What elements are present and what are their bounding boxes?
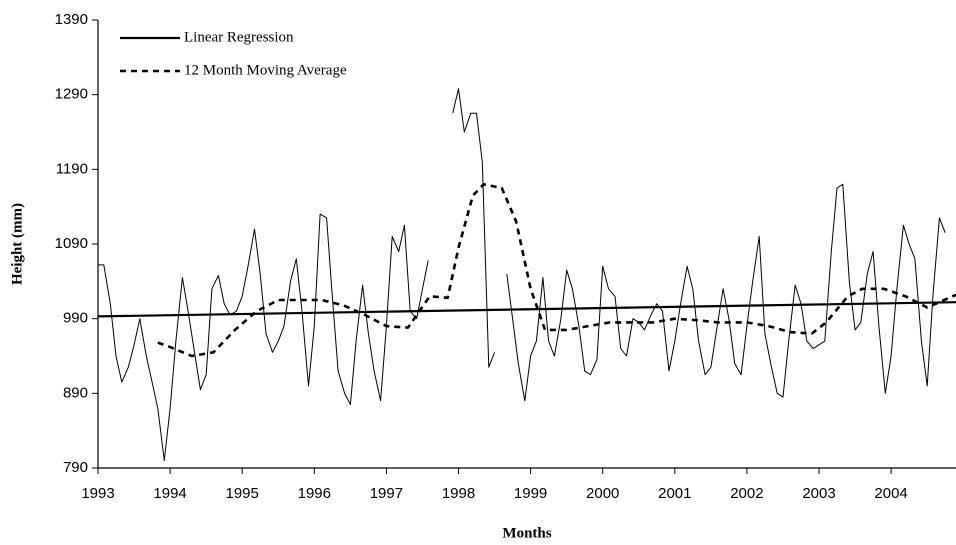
x-tick-label: 1999 (514, 485, 547, 502)
x-tick-label: 1997 (370, 485, 403, 502)
x-tick-label: 2000 (586, 485, 619, 502)
y-tick-label: 1190 (56, 160, 88, 177)
y-tick-label: 990 (63, 310, 88, 327)
y-tick-label: 790 (63, 459, 88, 476)
x-axis-title: Months (502, 525, 551, 541)
y-tick-label: 1390 (55, 11, 88, 28)
legend-label: Linear Regression (184, 29, 294, 45)
x-tick-label: 1996 (298, 485, 331, 502)
series-line (97, 301, 956, 318)
x-tick-label: 1998 (442, 485, 475, 502)
legend-label: 12 Month Moving Average (184, 62, 347, 78)
x-tick-label: 2003 (802, 485, 835, 502)
y-tick-label: 1090 (55, 235, 88, 252)
series-line (98, 88, 946, 461)
y-tick-label: 1290 (55, 86, 88, 103)
x-tick-label: 1994 (153, 485, 186, 502)
x-tick-label: 2004 (874, 485, 907, 502)
y-axis-title: Height (mm) (9, 203, 25, 285)
x-tick-label: 2002 (730, 485, 763, 502)
x-tick-label: 2001 (658, 485, 691, 502)
series-line (157, 183, 956, 358)
x-tick-label: 1995 (226, 485, 259, 502)
x-tick-label: 1993 (81, 485, 114, 502)
y-tick-label: 890 (63, 384, 88, 401)
